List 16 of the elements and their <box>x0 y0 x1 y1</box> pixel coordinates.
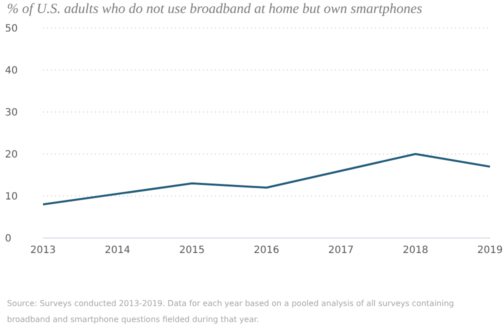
source-note: Source: Surveys conducted 2013-2019. Data for each year based on a pooled analysis of all surveys containing broadband and smartphone questions fielded during that year. <box>7 298 455 326</box>
y-tick-label: 20 <box>5 150 18 161</box>
x-tick-label: 2014 <box>104 245 130 256</box>
x-tick-label: 2017 <box>328 245 354 256</box>
x-tick-label: 2018 <box>402 245 428 256</box>
y-tick-label: 50 <box>5 24 18 35</box>
y-tick-label: 10 <box>5 192 18 203</box>
y-tick-label: 40 <box>5 66 18 77</box>
y-tick-label: 30 <box>5 108 18 119</box>
x-tick-label: 2015 <box>179 245 205 256</box>
y-tick-label: 0 <box>5 234 12 245</box>
line-series <box>43 153 490 206</box>
x-tick-label: 2016 <box>254 245 280 256</box>
x-tick-label: 2019 <box>477 245 503 256</box>
chart-title: % of U.S. adults who do not use broadband at home but own smartphones <box>7 2 422 18</box>
x-tick-label: 2013 <box>30 245 56 256</box>
